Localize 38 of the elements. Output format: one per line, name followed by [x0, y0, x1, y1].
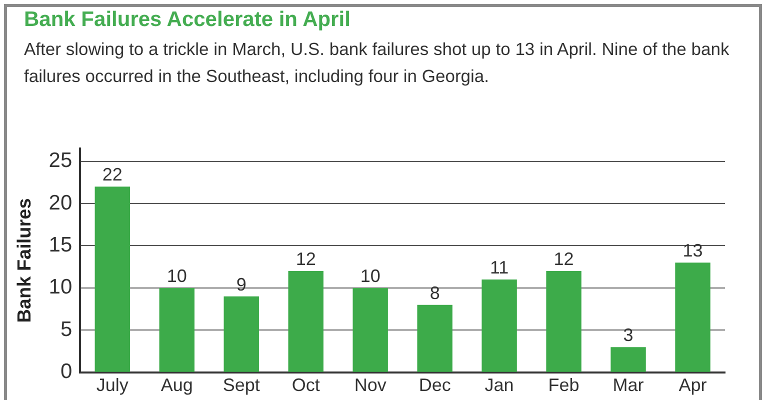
y-tick-label: 25 [48, 149, 72, 172]
bar [224, 296, 259, 372]
x-tick-label: Feb [548, 375, 580, 396]
x-tick-label: Apr [678, 375, 707, 396]
y-tick-label: 15 [48, 234, 72, 257]
chart-title: Bank Failures Accelerate in April [24, 8, 350, 32]
chart-subtitle: After slowing to a trickle in March, U.S. bank failures shot up to 13 in April. Nine of the bank failures occurred in the Southeast, including four in Georgia. [24, 38, 730, 88]
x-tick-label: Nov [354, 375, 386, 396]
x-tick-label: Aug [160, 375, 193, 396]
data-label: 3 [623, 325, 634, 346]
x-tick-label: Sept [222, 375, 260, 396]
x-tick-label: Oct [292, 375, 320, 396]
bar [94, 186, 130, 372]
y-tick-label: 5 [60, 318, 72, 341]
x-tick-label: Dec [418, 375, 451, 396]
x-tick-label: Mar [612, 375, 644, 396]
bar [482, 280, 517, 372]
data-label: 11 [490, 257, 509, 278]
data-label: 10 [360, 266, 380, 286]
data-label: 22 [102, 164, 122, 185]
data-label: 10 [166, 266, 187, 286]
bar [546, 271, 582, 372]
bar [610, 347, 646, 372]
bar [352, 288, 388, 372]
data-label: 13 [682, 240, 703, 261]
bar [288, 271, 324, 372]
y-tick-label: 0 [60, 360, 72, 384]
bar [159, 288, 194, 372]
y-tick-label: 10 [48, 276, 72, 299]
data-label: 8 [430, 282, 440, 303]
data-label: 12 [296, 249, 316, 270]
y-tick-label: 20 [48, 191, 72, 214]
y-axis-title: Bank Failures [14, 198, 36, 323]
bar [417, 304, 452, 372]
x-tick-label: July [96, 375, 128, 396]
x-tick-label: Jan [484, 375, 514, 396]
data-label: 12 [554, 249, 574, 270]
bar [675, 262, 710, 372]
